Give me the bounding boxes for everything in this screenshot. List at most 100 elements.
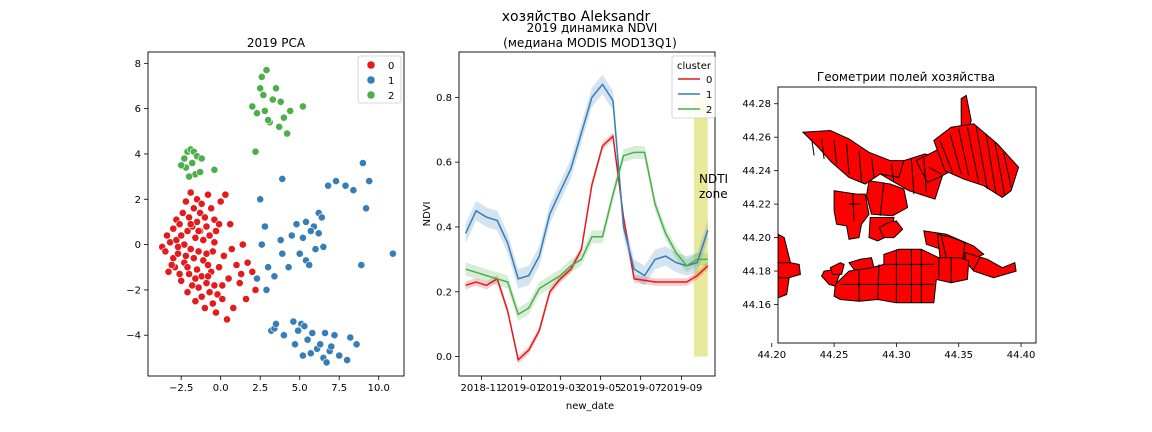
pca-point-cluster-1 — [341, 181, 350, 190]
pca-point-cluster-1 — [358, 159, 367, 167]
pca-legend-marker-1 — [366, 75, 376, 85]
pca-y-tick-label: −4 — [126, 331, 141, 342]
pca-legend-marker-2 — [366, 90, 376, 100]
pca-point-cluster-1 — [343, 356, 351, 364]
pca-point-cluster-0 — [223, 315, 231, 324]
ndvi-legend-label-0: 0 — [706, 75, 712, 86]
ndvi-legend-label-1: 1 — [706, 90, 712, 101]
pca-point-cluster-1 — [291, 340, 299, 349]
pca-point-cluster-0 — [163, 231, 171, 240]
pca-title: 2019 PCA — [247, 36, 306, 50]
pca-point-cluster-2 — [210, 165, 219, 174]
pca-point-cluster-2 — [188, 159, 197, 167]
pca-point-cluster-0 — [205, 288, 214, 297]
pca-point-cluster-0 — [210, 238, 219, 247]
pca-point-cluster-0 — [212, 308, 220, 317]
fields-y-tick-label: 44.22 — [742, 200, 771, 211]
pca-point-cluster-0 — [215, 220, 223, 229]
pca-point-cluster-1 — [295, 249, 304, 258]
field-polygon — [833, 248, 970, 304]
ndvi-y-tick-label: 0.4 — [436, 222, 452, 233]
pca-point-cluster-0 — [183, 288, 192, 297]
fields-x-tick-label: 44.25 — [820, 350, 849, 361]
pca-point-cluster-1 — [264, 263, 272, 272]
fields-y-tick-label: 44.20 — [742, 233, 771, 244]
fields-x-tick-label: 44.30 — [882, 350, 911, 361]
pca-point-cluster-1 — [306, 227, 315, 235]
pca-point-cluster-2 — [283, 129, 291, 138]
field-polygon — [829, 262, 845, 275]
ndvi-x-tick-label: 2018-11 — [460, 383, 502, 394]
pca-point-cluster-0 — [227, 245, 236, 253]
fields-x-tick-label: 44.35 — [944, 350, 973, 361]
pca-point-cluster-0 — [174, 249, 182, 258]
pca-point-cluster-0 — [216, 197, 225, 206]
ndvi-y-tick-label: 0.6 — [436, 158, 452, 169]
pca-point-cluster-2 — [262, 66, 271, 74]
pca-point-cluster-1 — [294, 326, 302, 335]
pca-point-cluster-0 — [177, 231, 186, 240]
pca-point-cluster-0 — [161, 247, 170, 256]
ndvi-title: 2019 динамика NDVI — [527, 21, 658, 35]
ndvi-x-tick-label: 2019-09 — [661, 383, 703, 394]
pca-y-tick-label: 0 — [135, 240, 141, 251]
pca-point-cluster-0 — [181, 197, 190, 206]
pca-point-cluster-0 — [169, 224, 178, 233]
pca-point-cluster-2 — [257, 73, 266, 81]
field-boundary — [994, 142, 1006, 196]
pca-point-cluster-0 — [186, 245, 195, 253]
field-boundary — [858, 150, 862, 183]
pca-legend-marker-0 — [366, 60, 376, 70]
pca-point-cluster-1 — [314, 229, 323, 238]
field-boundary — [871, 157, 875, 178]
pca-point-cluster-0 — [177, 276, 186, 285]
field-boundary — [939, 140, 953, 173]
pca-point-cluster-1 — [270, 272, 279, 281]
pca-point-cluster-0 — [243, 258, 252, 267]
pca-point-cluster-0 — [210, 215, 219, 224]
pca-point-cluster-2 — [260, 107, 269, 115]
fields-plot-area — [778, 94, 1020, 304]
ndvi-line-cluster-1 — [464, 83, 709, 280]
field-polygon — [964, 251, 1017, 279]
pca-point-cluster-1 — [253, 274, 261, 283]
pca-point-cluster-2 — [272, 84, 280, 93]
field-polygon — [878, 220, 904, 239]
pca-point-cluster-0 — [175, 270, 184, 278]
pca-y-tick-label: 6 — [135, 104, 141, 115]
pca-point-cluster-1 — [284, 263, 293, 272]
fields-y-tick-label: 44.24 — [742, 166, 771, 177]
pca-point-cluster-0 — [199, 236, 208, 244]
fields-frame — [777, 86, 1037, 344]
field-boundary — [973, 257, 981, 270]
pca-point-cluster-1 — [278, 174, 287, 183]
field-boundary — [879, 182, 885, 216]
ndvi-y-tick-label: 0.0 — [436, 352, 452, 363]
ndvi-plot-area — [464, 74, 709, 364]
pca-point-cluster-1 — [330, 331, 339, 340]
pca-point-cluster-2 — [251, 147, 260, 156]
pca-point-cluster-0 — [218, 281, 227, 290]
pca-point-cluster-1 — [289, 317, 298, 326]
pca-point-cluster-1 — [298, 351, 307, 360]
pca-point-cluster-0 — [251, 285, 260, 294]
ndvi-panel: 2019 динамика NDVI (медиана MODIS MOD13Q… — [422, 21, 728, 412]
pca-point-cluster-1 — [317, 213, 326, 222]
pca-point-cluster-1 — [306, 349, 315, 358]
pca-point-cluster-2 — [275, 122, 284, 131]
pca-legend-label-2: 2 — [388, 91, 394, 102]
pca-point-cluster-1 — [346, 333, 355, 342]
pca-point-cluster-0 — [175, 220, 184, 229]
pca-point-cluster-0 — [204, 190, 212, 199]
pca-panel: 2019 PCA −2.5 0.0 2.5 5.0 7.5 10.0 −4−202468 … — [126, 36, 405, 394]
pca-y-tick-label: 2 — [135, 195, 141, 206]
pca-point-cluster-2 — [196, 168, 204, 176]
pca-point-cluster-0 — [174, 242, 182, 251]
field-boundary — [890, 163, 895, 183]
pca-point-cluster-0 — [248, 267, 257, 276]
ndvi-subtitle: (медиана MODIS MOD13Q1) — [503, 36, 677, 50]
field-boundary — [910, 158, 915, 195]
pca-point-cluster-0 — [224, 274, 233, 283]
field-boundary — [958, 128, 970, 176]
pca-point-cluster-1 — [292, 220, 301, 229]
